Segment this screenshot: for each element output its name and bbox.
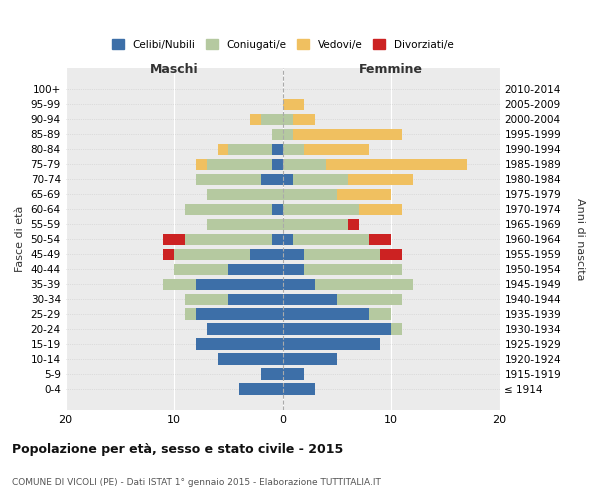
- Bar: [304, 248, 380, 260]
- Bar: [163, 234, 185, 245]
- Bar: [391, 324, 402, 334]
- Bar: [347, 218, 359, 230]
- Bar: [283, 338, 380, 349]
- Bar: [315, 278, 413, 290]
- Bar: [347, 174, 413, 185]
- Bar: [283, 129, 293, 140]
- Bar: [196, 338, 283, 349]
- Bar: [261, 114, 283, 125]
- Bar: [185, 294, 229, 304]
- Bar: [250, 248, 283, 260]
- Bar: [283, 354, 337, 364]
- Bar: [337, 188, 391, 200]
- Bar: [283, 294, 337, 304]
- Bar: [261, 368, 283, 380]
- Bar: [206, 218, 283, 230]
- Bar: [283, 188, 337, 200]
- Bar: [293, 174, 347, 185]
- Bar: [163, 278, 196, 290]
- Bar: [163, 248, 174, 260]
- Bar: [206, 158, 272, 170]
- Bar: [283, 158, 326, 170]
- Bar: [370, 234, 391, 245]
- Bar: [196, 308, 283, 320]
- Bar: [174, 264, 229, 275]
- Bar: [283, 248, 304, 260]
- Bar: [250, 114, 261, 125]
- Bar: [206, 188, 283, 200]
- Bar: [261, 174, 283, 185]
- Bar: [283, 174, 293, 185]
- Bar: [272, 144, 283, 155]
- Bar: [218, 144, 229, 155]
- Bar: [283, 308, 370, 320]
- Text: Femmine: Femmine: [359, 63, 423, 76]
- Y-axis label: Fasce di età: Fasce di età: [15, 206, 25, 272]
- Bar: [272, 129, 283, 140]
- Bar: [206, 324, 283, 334]
- Bar: [304, 144, 370, 155]
- Bar: [239, 384, 283, 394]
- Bar: [196, 278, 283, 290]
- Bar: [272, 234, 283, 245]
- Text: COMUNE DI VICOLI (PE) - Dati ISTAT 1° gennaio 2015 - Elaborazione TUTTITALIA.IT: COMUNE DI VICOLI (PE) - Dati ISTAT 1° ge…: [12, 478, 381, 487]
- Bar: [283, 234, 293, 245]
- Bar: [283, 204, 359, 215]
- Bar: [293, 129, 402, 140]
- Bar: [293, 234, 370, 245]
- Bar: [283, 218, 347, 230]
- Bar: [185, 234, 272, 245]
- Legend: Celibi/Nubili, Coniugati/e, Vedovi/e, Divorziati/e: Celibi/Nubili, Coniugati/e, Vedovi/e, Di…: [112, 40, 454, 50]
- Bar: [283, 114, 293, 125]
- Bar: [229, 264, 283, 275]
- Text: Maschi: Maschi: [150, 63, 199, 76]
- Bar: [283, 368, 304, 380]
- Bar: [326, 158, 467, 170]
- Bar: [229, 144, 272, 155]
- Bar: [229, 294, 283, 304]
- Bar: [283, 278, 315, 290]
- Bar: [196, 174, 261, 185]
- Bar: [283, 264, 304, 275]
- Bar: [283, 99, 304, 110]
- Y-axis label: Anni di nascita: Anni di nascita: [575, 198, 585, 280]
- Bar: [293, 114, 315, 125]
- Bar: [337, 294, 402, 304]
- Bar: [304, 264, 402, 275]
- Bar: [359, 204, 402, 215]
- Bar: [196, 158, 206, 170]
- Bar: [283, 144, 304, 155]
- Bar: [380, 248, 402, 260]
- Bar: [283, 384, 315, 394]
- Bar: [272, 158, 283, 170]
- Bar: [185, 308, 196, 320]
- Bar: [283, 324, 391, 334]
- Bar: [272, 204, 283, 215]
- Bar: [174, 248, 250, 260]
- Bar: [185, 204, 272, 215]
- Bar: [370, 308, 391, 320]
- Bar: [218, 354, 283, 364]
- Text: Popolazione per età, sesso e stato civile - 2015: Popolazione per età, sesso e stato civil…: [12, 442, 343, 456]
